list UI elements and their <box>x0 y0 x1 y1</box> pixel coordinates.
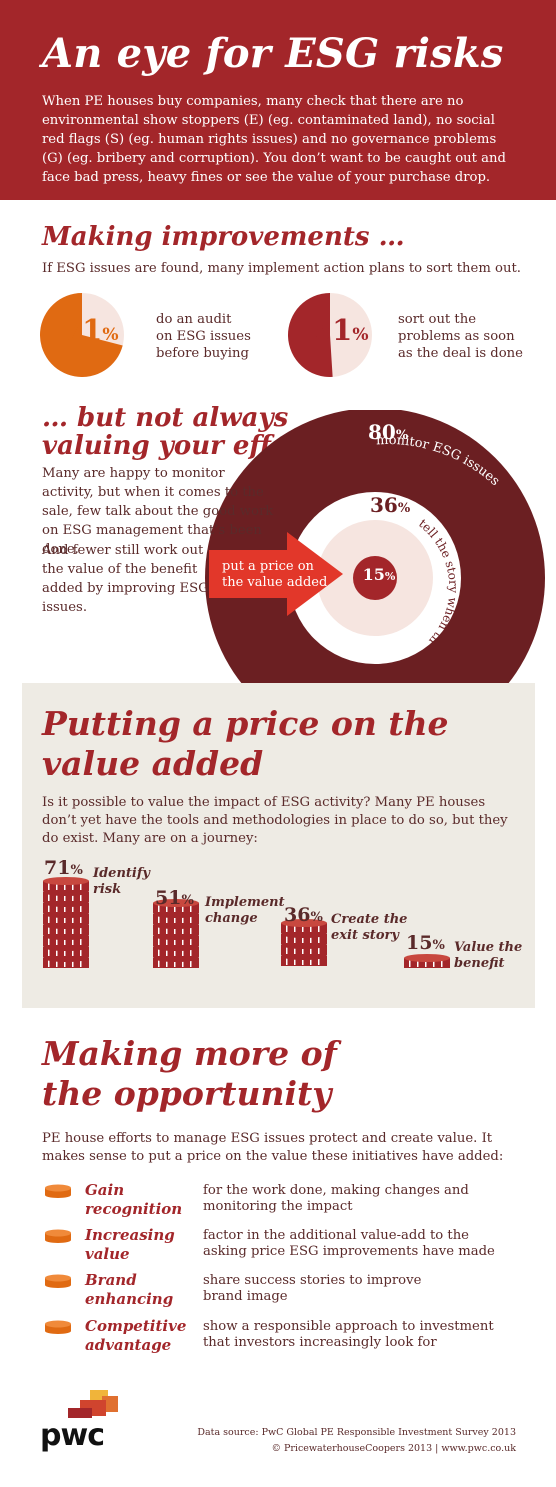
audit-percentage: 71% <box>62 313 119 347</box>
coin-icon <box>45 1274 71 1288</box>
step-implement-percentage: 51% <box>155 887 194 909</box>
opportunity-description: show a responsible approach to investmen… <box>203 1319 494 1350</box>
pwc-logo: pwc <box>40 1418 105 1453</box>
valuing-para-1: Many are happy to monitor activity, but … <box>42 466 274 557</box>
audit-donut <box>40 293 124 377</box>
fix-donut <box>288 293 372 377</box>
coin-icon <box>45 1229 71 1243</box>
fix-percentage: 51% <box>312 313 369 347</box>
opportunity-description: for the work done, making changes and mon… <box>203 1183 469 1214</box>
opportunity-label: Increasing value <box>85 1226 175 1263</box>
audit-donut-fill <box>40 293 123 377</box>
inner-percentage: 15% <box>362 565 396 584</box>
coin <box>404 954 450 968</box>
pricing-body: Is it possible to value the impact of ES… <box>42 795 508 846</box>
improvements-intro: If ESG issues are found, many implement … <box>42 261 521 276</box>
header-banner <box>0 0 556 200</box>
fix-caption: sort out the problems as soon as the dea… <box>398 312 523 361</box>
outer-percentage: 80% <box>368 420 409 444</box>
middle-percentage: 36% <box>370 493 411 517</box>
opportunity-description: factor in the additional value-add to th… <box>203 1228 495 1259</box>
opportunity-description: share success stories to improve brand im… <box>203 1273 422 1304</box>
step-benefit-percentage: 15% <box>406 932 445 954</box>
fix-donut-fill <box>288 293 333 377</box>
valuing-para-2: And fewer still work out the value of th… <box>42 543 209 615</box>
coin <box>43 877 89 891</box>
monitor-ring-chart: monitor ESG issues tell the story when t… <box>190 410 545 685</box>
coin-icon <box>45 1320 71 1334</box>
page-title: An eye for ESG risks <box>42 30 504 77</box>
price-arrow <box>209 532 343 616</box>
step-benefit-label: Value the benefit <box>454 940 523 971</box>
pwc-logo-blocks <box>68 1390 118 1418</box>
opportunity-label: Brand enhancing <box>85 1271 174 1308</box>
opportunity-intro: PE house efforts to manage ESG issues pr… <box>42 1131 504 1164</box>
pricing-title: Putting a price on the value added <box>42 704 449 783</box>
improvements-title: Making improvements … <box>42 222 405 252</box>
header-intro: When PE houses buy companies, many check… <box>42 94 506 185</box>
coin-stack-identify <box>43 877 89 968</box>
coin-stack-exit <box>281 919 327 966</box>
coin <box>153 899 199 913</box>
step-identify-label: Identify risk <box>93 866 150 897</box>
step-exit-percentage: 36% <box>284 904 323 926</box>
inner-circle-15 <box>353 556 397 600</box>
pricing-panel <box>22 683 535 1008</box>
opportunity-label: Competitive advantage <box>85 1317 187 1354</box>
price-arrow-label: put a price on the value added <box>222 559 328 590</box>
opportunity-label: Gain recognition <box>85 1181 183 1218</box>
step-implement-label: Implement change <box>205 895 285 926</box>
step-exit-label: Create the exit story <box>331 912 408 943</box>
coin-stack-implement <box>153 899 199 968</box>
audit-caption: do an audit on ESG issues before buying <box>156 312 251 361</box>
step-identify-percentage: 71% <box>44 857 83 879</box>
coin-stack-benefit <box>404 954 450 968</box>
opportunity-title: Making more of the opportunity <box>42 1034 337 1113</box>
coin-icon <box>45 1184 71 1198</box>
coin <box>281 919 327 933</box>
footer-source: Data source: PwC Global PE Responsible I… <box>197 1427 516 1454</box>
